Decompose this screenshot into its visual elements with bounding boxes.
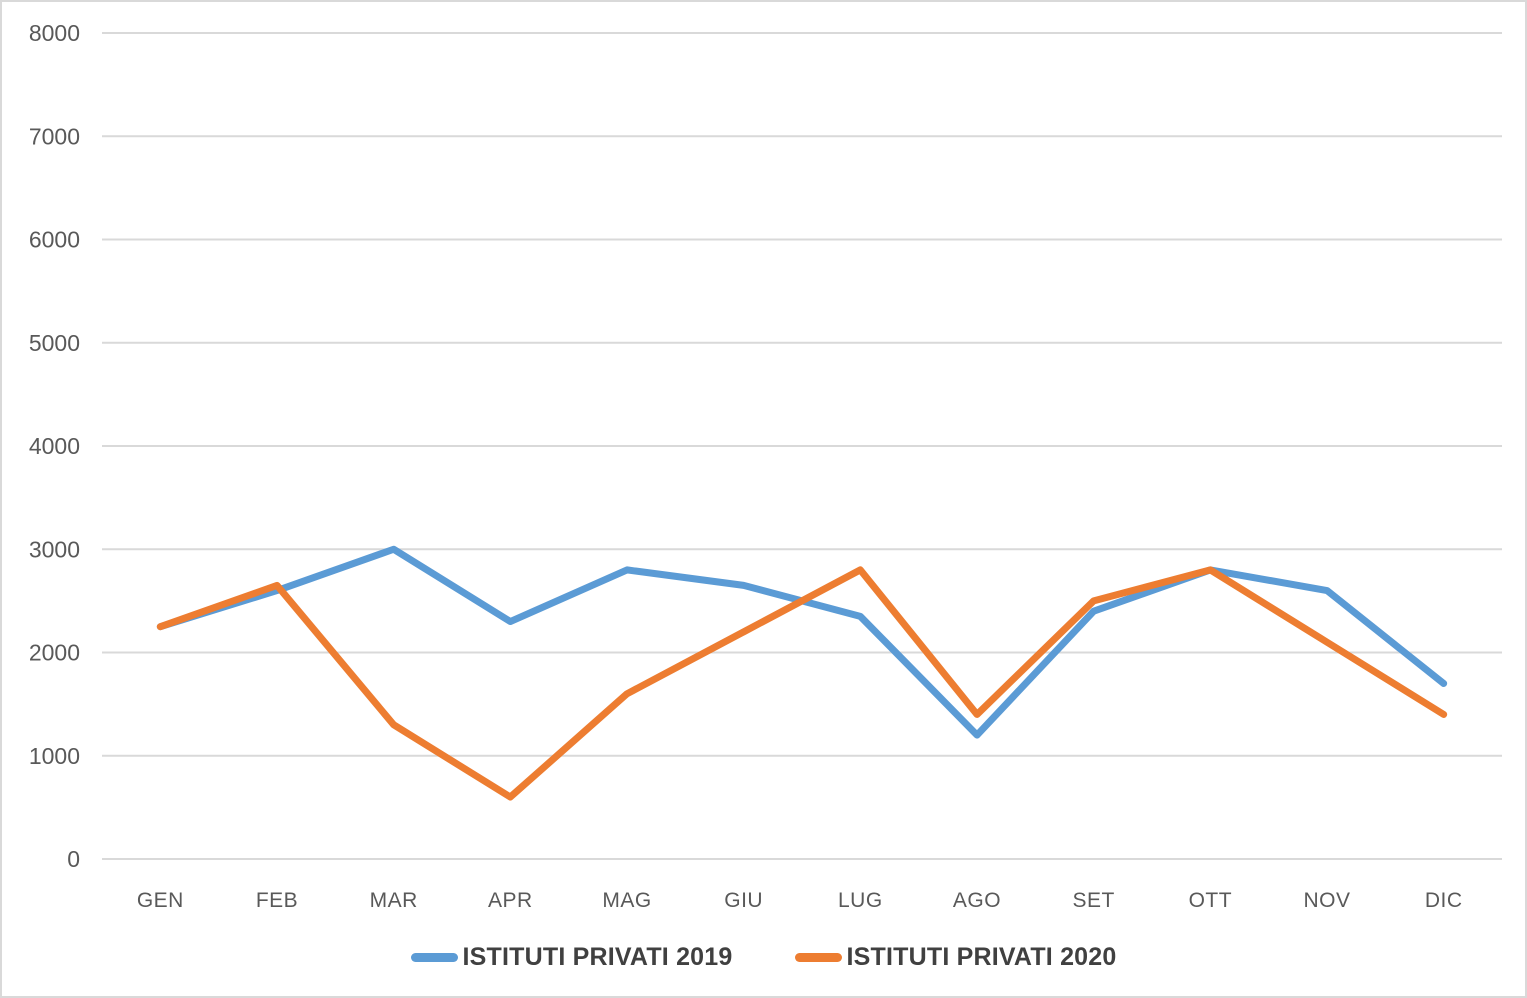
x-axis-tick-label: FEB [256,889,298,912]
y-axis-tick-label: 5000 [29,330,80,356]
x-axis-tick-label: DIC [1425,889,1463,912]
x-axis-tick-label: OTT [1189,889,1233,912]
x-axis-tick-label: MAG [602,889,651,912]
y-axis-tick-label: 4000 [29,433,80,459]
x-axis-tick-label: AGO [953,889,1001,912]
legend-swatch-2020-icon [794,952,842,962]
legend-swatch-2019-icon [410,952,458,962]
legend-item-2019: ISTITUTI PRIVATI 2019 [410,942,733,972]
legend-label-2020: ISTITUTI PRIVATI 2020 [846,942,1117,971]
x-axis-tick-label: NOV [1303,889,1350,912]
x-axis-tick-label: MAR [370,889,418,912]
y-axis-tick-label: 2000 [29,640,80,666]
x-axis-tick-label: APR [488,889,533,912]
y-axis-tick-label: 8000 [29,20,80,46]
series-line-2019 [156,545,1448,739]
series-line-2020 [156,566,1448,801]
x-axis-tick-label: LUG [838,889,883,912]
y-axis-tick-label: 6000 [29,227,80,253]
y-axis-tick-label: 7000 [29,123,80,149]
y-axis-tick-label: 1000 [29,743,80,769]
y-axis-tick-label: 0 [67,846,80,872]
y-axis-tick-label: 3000 [29,536,80,562]
legend-item-2020: ISTITUTI PRIVATI 2020 [794,942,1117,972]
x-axis-tick-label: SET [1072,889,1114,912]
x-axis-tick-label: GIU [724,889,763,912]
plot-area: 0 1000 2000 3000 4000 5000 6000 7000 8000 GEN FEB M… [29,20,1502,912]
legend: ISTITUTI PRIVATI 2019 ISTITUTI PRIVATI 2… [2,934,1525,980]
x-axis-tick-label: GEN [137,889,184,912]
legend-label-2019: ISTITUTI PRIVATI 2019 [462,942,733,971]
